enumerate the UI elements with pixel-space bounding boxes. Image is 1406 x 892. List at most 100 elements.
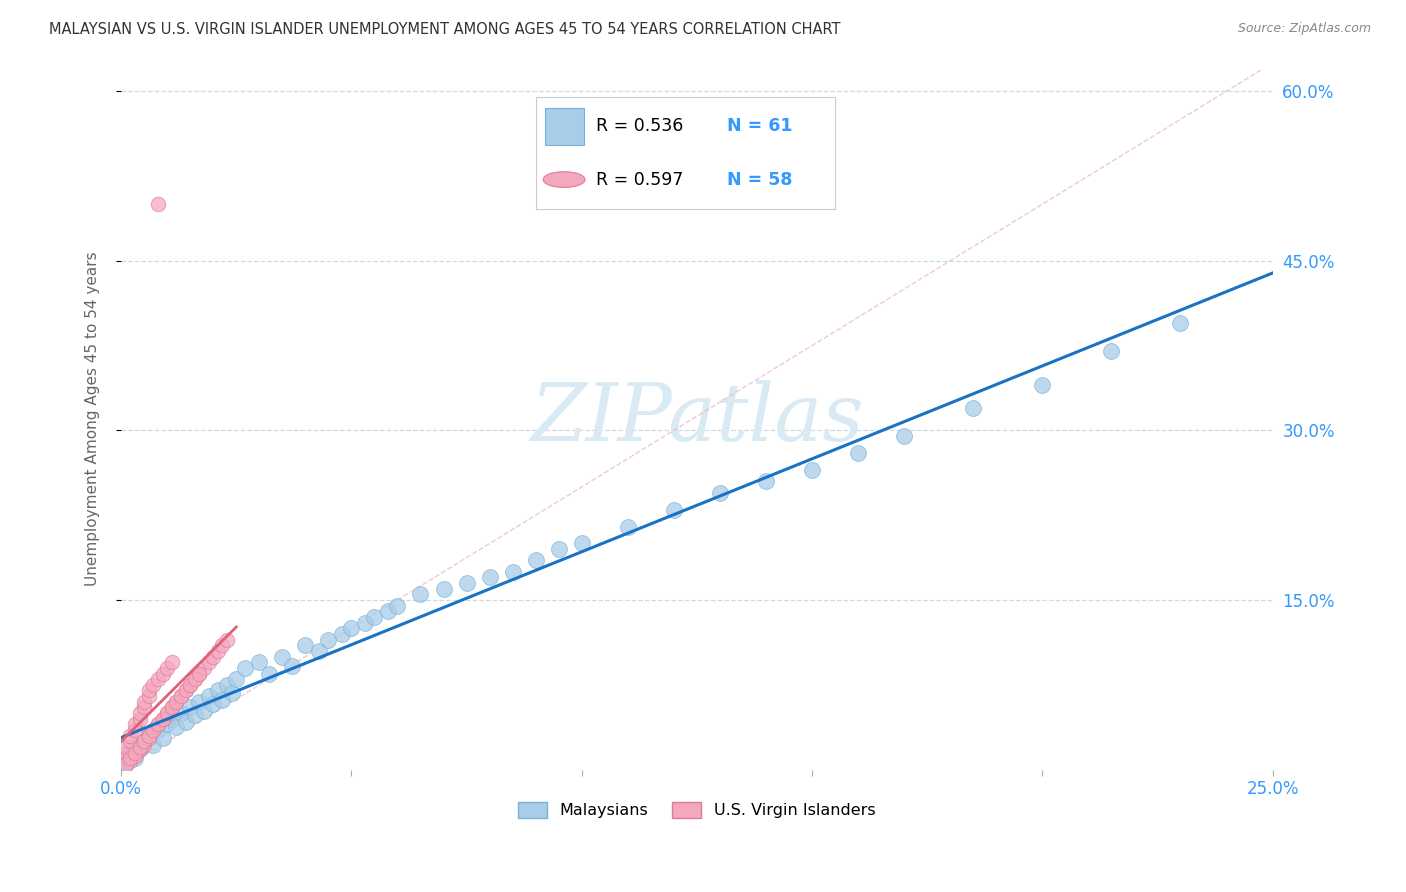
Point [165, 695, 187, 709]
Point [134, 734, 156, 748]
Point [120, 746, 142, 760]
Point [152, 666, 174, 681]
Point [165, 720, 187, 734]
Point [363, 610, 385, 624]
Point [142, 723, 165, 737]
Point [211, 638, 233, 652]
Point [114, 751, 136, 765]
Text: MALAYSIAN VS U.S. VIRGIN ISLANDER UNEMPLOYMENT AMONG AGES 45 TO 54 YEARS CORRELA: MALAYSIAN VS U.S. VIRGIN ISLANDER UNEMPL… [49, 22, 841, 37]
Point [197, 655, 219, 669]
Y-axis label: Unemployment Among Ages 45 to 54 years: Unemployment Among Ages 45 to 54 years [86, 252, 100, 586]
Point [962, 401, 984, 415]
Point [193, 661, 215, 675]
Point [120, 749, 142, 764]
Point [174, 715, 197, 730]
Point [308, 644, 330, 658]
Point [138, 683, 160, 698]
Point [124, 751, 146, 765]
Point [211, 692, 233, 706]
Point [124, 746, 146, 760]
Point [152, 712, 174, 726]
Point [134, 734, 156, 748]
Point [165, 695, 187, 709]
Point [170, 689, 193, 703]
Point [271, 649, 294, 664]
Point [502, 565, 524, 579]
Point [156, 717, 179, 731]
Point [142, 738, 165, 752]
Point [188, 695, 211, 709]
Point [134, 700, 156, 714]
Point [193, 704, 215, 718]
Point [280, 658, 302, 673]
Point [207, 683, 229, 698]
Point [156, 706, 179, 720]
Point [456, 576, 478, 591]
Point [547, 542, 569, 557]
Point [146, 672, 169, 686]
Point [1170, 316, 1192, 330]
Point [146, 717, 169, 731]
Point [160, 700, 183, 714]
Point [340, 621, 363, 635]
Point [120, 751, 142, 765]
Legend: Malaysians, U.S. Virgin Islanders: Malaysians, U.S. Virgin Islanders [512, 796, 882, 825]
Point [142, 678, 165, 692]
Point [188, 666, 211, 681]
Point [184, 672, 207, 686]
Point [215, 632, 238, 647]
Point [354, 615, 377, 630]
Point [146, 197, 169, 211]
Point [156, 706, 179, 720]
Point [156, 661, 179, 675]
Point [225, 672, 247, 686]
Point [138, 729, 160, 743]
Point [247, 655, 270, 669]
Point [174, 683, 197, 698]
Point [478, 570, 501, 584]
Point [221, 686, 243, 700]
Point [179, 700, 201, 714]
Point [128, 742, 150, 756]
Point [377, 604, 399, 618]
Point [174, 683, 197, 698]
Point [152, 712, 174, 726]
Point [114, 739, 136, 754]
Point [432, 582, 454, 596]
Text: Source: ZipAtlas.com: Source: ZipAtlas.com [1237, 22, 1371, 36]
Point [179, 678, 201, 692]
Point [146, 717, 169, 731]
Point [124, 717, 146, 731]
Point [160, 712, 183, 726]
Point [184, 708, 207, 723]
Point [184, 672, 207, 686]
Point [114, 754, 136, 768]
Point [114, 756, 136, 771]
Text: ZIPatlas: ZIPatlas [530, 380, 863, 458]
Point [235, 661, 257, 675]
Point [170, 689, 193, 703]
Point [318, 632, 340, 647]
Point [409, 587, 432, 601]
Point [124, 723, 146, 737]
Point [294, 638, 316, 652]
Point [128, 712, 150, 726]
Point [524, 553, 547, 567]
Point [128, 742, 150, 756]
Point [257, 666, 280, 681]
Point [207, 644, 229, 658]
Point [138, 729, 160, 743]
Point [124, 749, 146, 764]
Point [571, 536, 593, 550]
Point [893, 429, 915, 443]
Point [138, 731, 160, 745]
Point [755, 475, 778, 489]
Point [188, 666, 211, 681]
Point [330, 627, 353, 641]
Point [120, 734, 142, 748]
Point [160, 655, 183, 669]
Point [197, 689, 219, 703]
Point [202, 697, 225, 711]
Point [128, 739, 150, 754]
Point [134, 738, 156, 752]
